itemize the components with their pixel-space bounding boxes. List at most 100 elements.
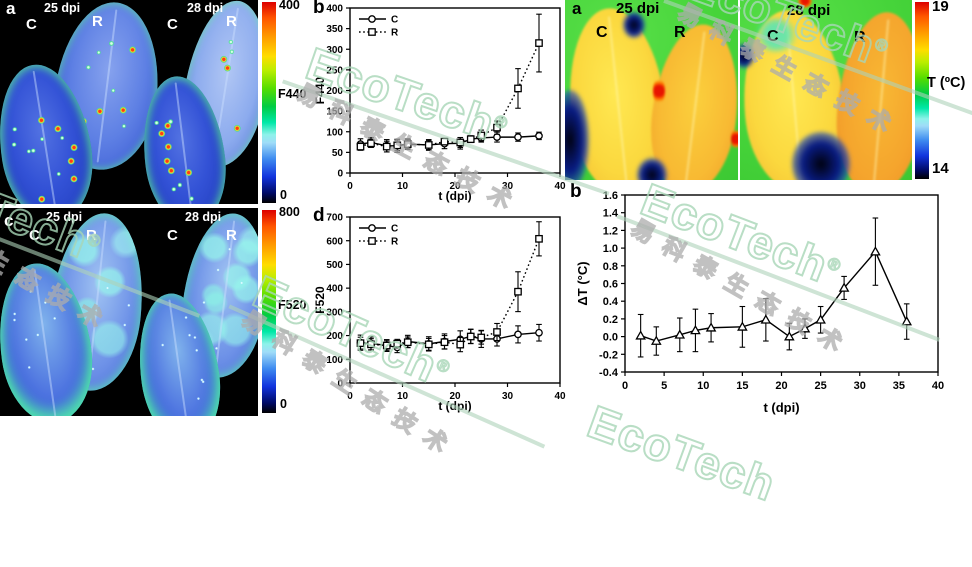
panel-label: d <box>313 205 325 226</box>
svg-text:C: C <box>391 224 398 235</box>
svg-text:250: 250 <box>326 65 343 76</box>
time-label: 28 dpi <box>187 1 224 15</box>
infection-spot <box>67 156 76 165</box>
infection-spot <box>59 135 65 141</box>
chart-delta-t: -0.4 -0.2 0.0 0.2 0.4 0.6 0.8 1.0 1.2 1.4 1.6 0 5 10 1… <box>575 190 944 415</box>
infection-spot <box>38 195 47 204</box>
svg-text:700: 700 <box>326 213 343 224</box>
colorbar-max: 800 <box>279 205 300 219</box>
svg-text:1.0: 1.0 <box>603 243 618 255</box>
cold-region <box>792 132 850 180</box>
svg-text:0: 0 <box>622 380 628 392</box>
infection-spot <box>197 396 201 400</box>
svg-text:400: 400 <box>326 4 343 15</box>
svg-text:150: 150 <box>326 107 343 118</box>
infection-spot <box>163 121 172 130</box>
svg-text:t (dpi): t (dpi) <box>438 399 471 413</box>
svg-text:F520: F520 <box>313 286 327 314</box>
svg-text:0: 0 <box>347 391 353 402</box>
infection-spot <box>85 64 91 70</box>
panel-label: a <box>6 0 16 18</box>
time-label: 28 dpi <box>185 210 222 224</box>
colorbar-max: 400 <box>279 0 300 12</box>
infection-spot <box>184 168 193 177</box>
infection-spot <box>53 125 62 134</box>
infection-spot <box>128 45 137 54</box>
infection-spot <box>229 49 235 55</box>
leaf-vein <box>32 71 58 204</box>
thermal-image-28dpi <box>740 0 912 180</box>
infection-spot <box>119 105 127 114</box>
leaf-label-c: C <box>26 16 37 33</box>
svg-text:400: 400 <box>326 284 343 295</box>
infection-spot <box>70 175 79 184</box>
watermark-brand: EcoTech <box>580 394 936 564</box>
infection-spot <box>12 318 16 322</box>
svg-text:50: 50 <box>332 148 344 159</box>
svg-text:30: 30 <box>502 181 514 192</box>
svg-text:1.6: 1.6 <box>603 190 618 202</box>
infection-spot <box>53 316 57 321</box>
infection-spot <box>188 333 192 338</box>
cold-region <box>637 158 667 180</box>
svg-text:100: 100 <box>326 355 343 366</box>
panel-label: a <box>572 0 582 18</box>
svg-text:25: 25 <box>815 380 827 392</box>
svg-text:-0.4: -0.4 <box>599 367 619 379</box>
svg-text:600: 600 <box>326 236 343 247</box>
infection-spot <box>121 123 127 129</box>
infection-spot <box>70 143 79 152</box>
svg-text:35: 35 <box>893 380 905 392</box>
svg-text:t (dpi): t (dpi) <box>438 189 471 203</box>
svg-text:F440: F440 <box>313 77 327 105</box>
colorbar-title: T (ºC) <box>927 75 966 91</box>
leaf-vein <box>684 31 706 180</box>
leaf-label-r: R <box>92 13 103 30</box>
hot-spot <box>653 78 665 104</box>
infection-spot <box>27 365 31 370</box>
colorbar-f520 <box>262 210 276 413</box>
fluorescence-image-f440: a 25 dpi C R 28 dpi C R <box>0 0 258 204</box>
svg-text:10: 10 <box>397 181 409 192</box>
colorbar-min: 0 <box>280 188 287 202</box>
infection-spot <box>96 49 102 55</box>
leaf-label-r: R <box>854 29 866 46</box>
infection-spot <box>110 88 116 94</box>
svg-text:ΔT (°C): ΔT (°C) <box>575 261 590 305</box>
infection-spot <box>24 337 28 341</box>
leaf-vein <box>872 19 889 180</box>
infection-spot <box>37 115 46 124</box>
infection-spot <box>190 203 199 204</box>
infection-spot <box>219 55 228 64</box>
svg-text:40: 40 <box>932 380 944 392</box>
hot-spot <box>731 128 738 150</box>
svg-text:30: 30 <box>502 391 514 402</box>
infection-spot <box>164 142 173 151</box>
infection-spot <box>223 63 232 72</box>
time-label: 25 dpi <box>46 210 83 224</box>
leaf-label-c: C <box>596 24 608 41</box>
infection-spot <box>39 136 45 142</box>
infection-spot <box>193 335 197 339</box>
infection-spot <box>228 39 234 45</box>
infection-spot <box>171 187 177 193</box>
panel-label: b <box>570 181 582 202</box>
svg-text:0.6: 0.6 <box>603 278 618 290</box>
svg-text:200: 200 <box>326 86 343 97</box>
svg-text:0.8: 0.8 <box>603 261 618 273</box>
infection-spot <box>109 41 115 47</box>
svg-text:500: 500 <box>326 260 343 271</box>
cold-region <box>623 12 645 38</box>
fluorescence-image-f520: c 25 dpi C R 28 dpi C R <box>0 208 258 416</box>
infection-spot <box>56 171 62 177</box>
svg-text:15: 15 <box>736 380 748 392</box>
infection-spot <box>12 126 18 132</box>
leaf-label-c: C <box>167 227 178 244</box>
svg-text:200: 200 <box>326 331 343 342</box>
svg-text:1.2: 1.2 <box>603 225 618 237</box>
panel-label: b <box>313 0 325 18</box>
leaf-label-c: C <box>767 28 779 45</box>
svg-text:0.2: 0.2 <box>603 314 618 326</box>
